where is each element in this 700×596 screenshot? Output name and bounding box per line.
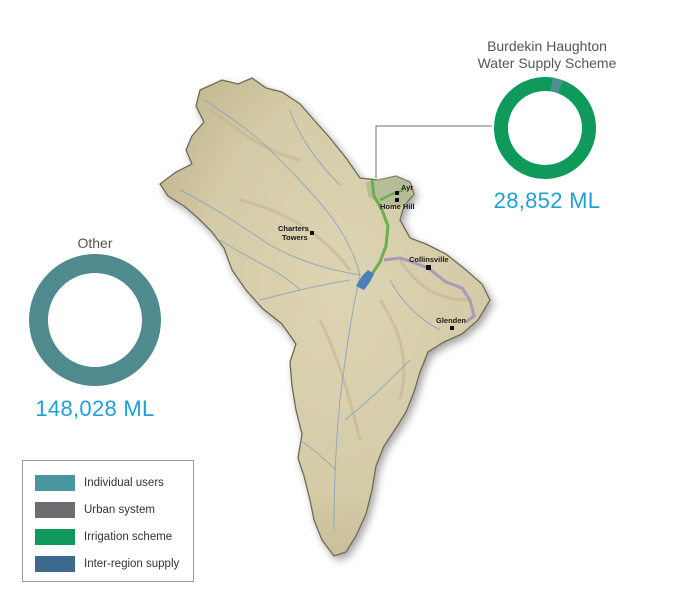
donut-segment-individual-users — [550, 77, 563, 94]
town-charters-towers: Charters Towers — [278, 224, 314, 242]
town-label-home-hill: Home Hill — [380, 202, 415, 211]
delta-zone — [366, 176, 412, 206]
legend-label: Inter-region supply — [84, 557, 180, 570]
burdekin-title-line-2: Water Supply Scheme — [477, 55, 617, 71]
legend-swatch — [35, 474, 75, 491]
legend-item-irrigation-scheme: Irrigation scheme — [35, 523, 193, 550]
legend-swatch — [35, 501, 75, 518]
legend-label: Urban system — [84, 503, 155, 516]
other-title: Other — [77, 235, 113, 251]
town-collinsville: Collinsville — [409, 255, 449, 270]
legend: Individual users Urban system Irrigation… — [22, 460, 194, 582]
river-network — [179, 99, 441, 531]
irrigation-channel — [370, 179, 390, 275]
town-glenden: Glenden — [436, 316, 466, 330]
town-label-ayr: Ayr — [401, 183, 413, 192]
legend-item-individual-users: Individual users — [35, 469, 193, 496]
donut-other — [29, 254, 161, 386]
burdekin-scheme-value: 28,852 ML — [493, 188, 601, 213]
burdekin-scheme-title: Burdekin Haughton Water Supply Scheme — [462, 38, 632, 72]
donut-segment-individual-users — [29, 254, 161, 386]
town-home-hill: Home Hill — [380, 198, 415, 211]
leader-line — [375, 125, 492, 178]
terrain-ridges — [209, 108, 471, 441]
town-ayr: Ayr — [395, 183, 413, 195]
donut-segment-irrigation-scheme — [494, 77, 596, 179]
town-label-collinsville: Collinsville — [409, 255, 449, 264]
legend-swatch — [35, 528, 75, 545]
town-label-charters-line1: Charters — [278, 224, 309, 233]
legend-item-inter-region-supply: Inter-region supply — [35, 550, 193, 577]
other-value: 148,028 ML — [35, 396, 155, 421]
legend-swatch — [35, 555, 75, 572]
legend-label: Irrigation scheme — [84, 530, 173, 543]
donut-burdekin-scheme — [494, 77, 596, 179]
town-label-glenden: Glenden — [436, 316, 466, 325]
irrigation-channel-delta — [379, 188, 405, 202]
legend-item-urban-system: Urban system — [35, 496, 193, 523]
burdekin-title-line-1: Burdekin Haughton — [487, 38, 607, 54]
town-label-charters-line2: Towers — [282, 233, 308, 242]
inter-region-pipeline — [383, 256, 476, 324]
reservoir — [356, 270, 374, 290]
legend-label: Individual users — [84, 476, 164, 489]
